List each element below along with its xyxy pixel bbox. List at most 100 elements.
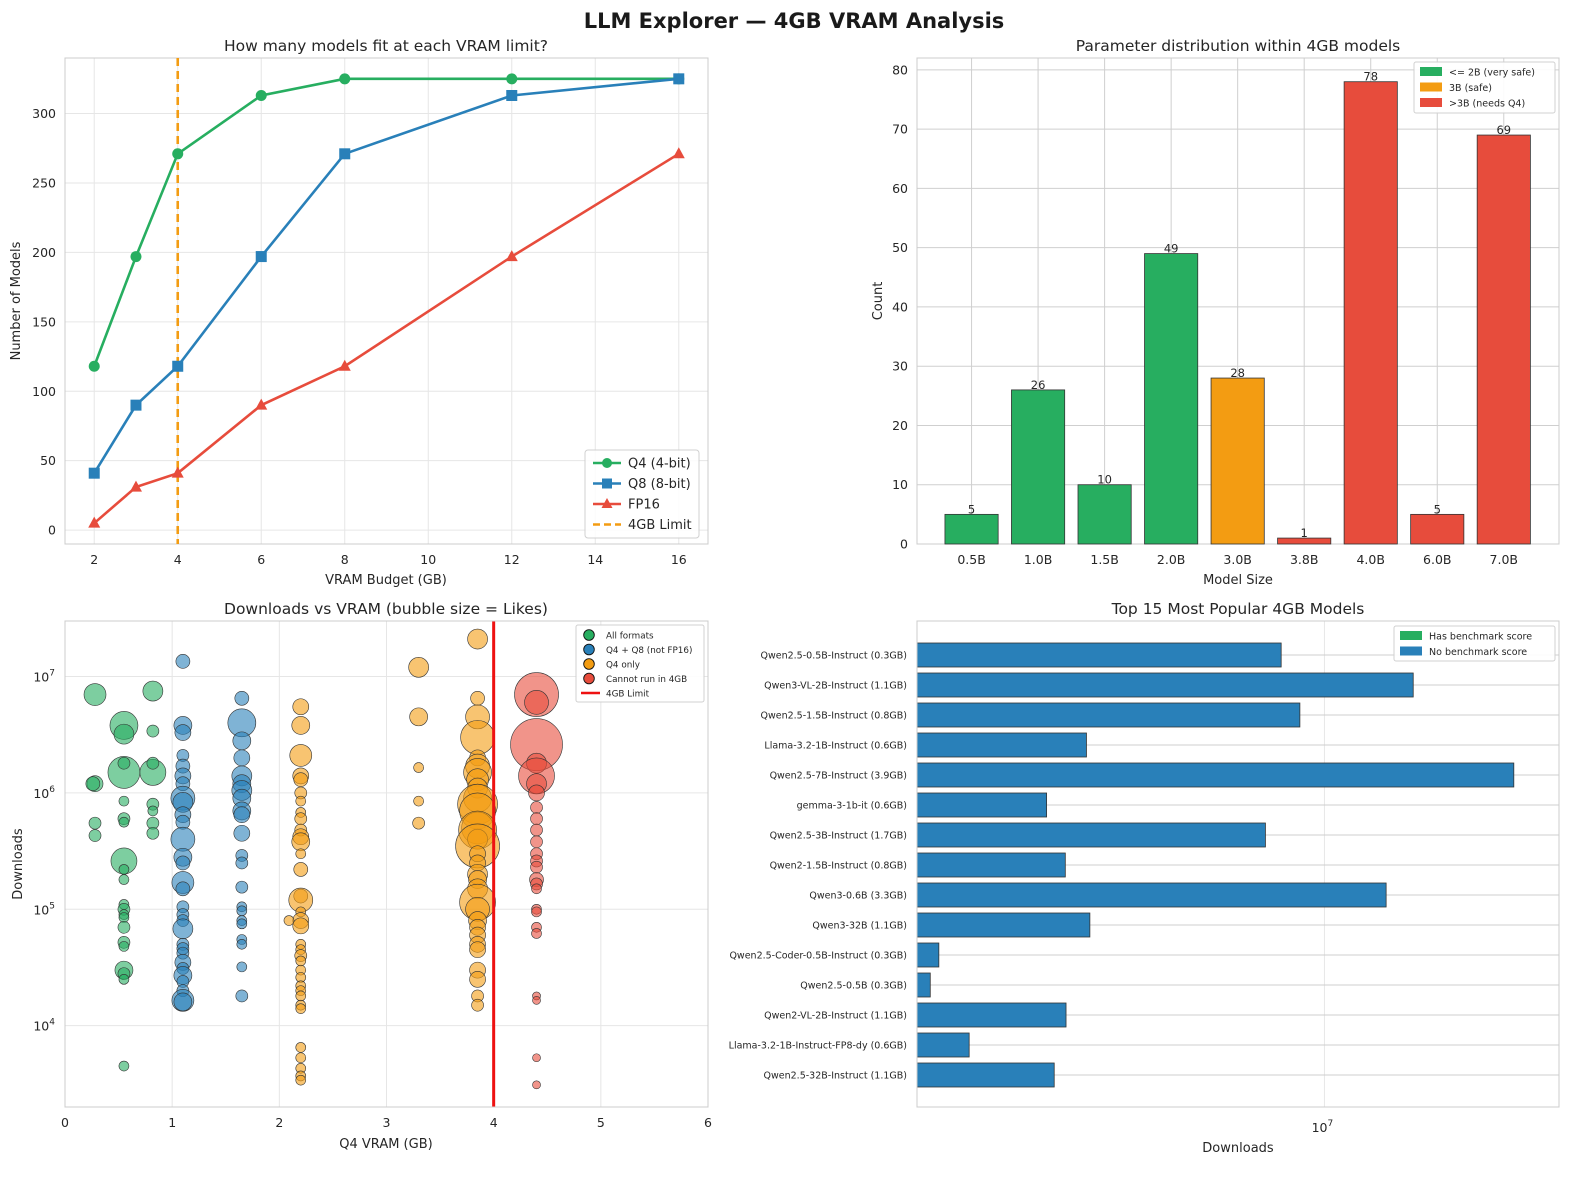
p2-bar bbox=[1476, 134, 1531, 545]
p3-legend-swatch bbox=[583, 672, 595, 685]
p1-legend-marker bbox=[601, 498, 613, 508]
p2-xlabel: Model Size bbox=[1203, 573, 1273, 588]
p3-bubble bbox=[236, 961, 248, 973]
p3-bubble bbox=[532, 996, 541, 1005]
p3-bubble bbox=[118, 1060, 130, 1072]
p1-point bbox=[88, 360, 100, 372]
p4-ytick-label: Qwen2.5-7B-Instruct (3.9GB) bbox=[770, 771, 907, 782]
p3-bubble bbox=[412, 816, 425, 830]
p4-bar bbox=[916, 912, 1091, 938]
p2-bar-value-label: 26 bbox=[1031, 378, 1046, 392]
p4-bar bbox=[916, 1062, 1055, 1088]
p4-ytick-label: Qwen2.5-1.5B-Instruct (0.8GB) bbox=[761, 711, 908, 722]
p3-bubble bbox=[467, 628, 488, 650]
p3-ylabel: Downloads bbox=[11, 828, 26, 900]
p3-bubble bbox=[235, 880, 249, 894]
p3-bubble bbox=[118, 864, 130, 875]
p3-bubble bbox=[295, 955, 307, 967]
p1-point bbox=[130, 251, 142, 263]
p3-bubble bbox=[236, 905, 248, 917]
p2-legend-label: 3B (safe) bbox=[1449, 83, 1492, 94]
p4-title: Top 15 Most Popular 4GB Models bbox=[1111, 600, 1365, 618]
p2-ytick-label: 20 bbox=[892, 418, 908, 433]
p4-legend-swatch bbox=[1400, 646, 1422, 656]
p3-bubble bbox=[175, 654, 191, 669]
p1-xtick-label: 8 bbox=[341, 552, 349, 567]
p1-xtick-label: 16 bbox=[671, 552, 687, 567]
p1-point bbox=[255, 89, 267, 101]
p3-bubble bbox=[117, 921, 131, 934]
panel-parameter-distribution-bar-chart: Parameter distribution within 4GB models… bbox=[871, 37, 1560, 588]
p2-xtick-label: 2.0B bbox=[1157, 552, 1185, 567]
p1-title: How many models fit at each VRAM limit? bbox=[224, 37, 548, 55]
p2-ytick-label: 50 bbox=[892, 240, 908, 255]
p2-bar-value-label: 28 bbox=[1230, 366, 1245, 380]
p3-xtick-label: 4 bbox=[490, 1115, 498, 1130]
p1-legend-marker bbox=[602, 478, 612, 489]
p1-point bbox=[172, 148, 184, 160]
p4-ytick-label: Qwen2.5-32B-Instruct (1.1GB) bbox=[764, 1071, 907, 1082]
p3-bubble bbox=[292, 698, 310, 716]
p3-bubble bbox=[291, 832, 311, 852]
p3-bubble bbox=[118, 912, 130, 923]
p3-bubble bbox=[471, 998, 484, 1012]
p3-bubble bbox=[172, 918, 194, 940]
p4-bar bbox=[916, 972, 931, 998]
p4-ytick-label: Qwen3-0.6B (3.3GB) bbox=[809, 891, 907, 902]
p1-point bbox=[339, 73, 351, 85]
p2-xtick-label: 4.0B bbox=[1356, 552, 1384, 567]
figure-suptitle: LLM Explorer — 4GB VRAM Analysis bbox=[584, 9, 1005, 33]
p3-bubble bbox=[294, 812, 308, 826]
p3-bubble bbox=[295, 1074, 307, 1086]
p3-bubble bbox=[83, 683, 107, 706]
p3-bubble bbox=[470, 690, 485, 706]
p4-xtick-label: 107 bbox=[1312, 1119, 1334, 1135]
p3-bubble bbox=[530, 801, 543, 814]
p4-xlabel: Downloads bbox=[1202, 1141, 1274, 1156]
p3-bubble bbox=[531, 928, 542, 939]
p3-bubble bbox=[295, 990, 307, 1002]
p4-ytick-label: Qwen2-VL-2B-Instruct (1.1GB) bbox=[764, 1011, 907, 1022]
p3-bubble bbox=[530, 860, 543, 874]
p3-xtick-label: 5 bbox=[597, 1115, 605, 1130]
p3-bubble bbox=[170, 826, 196, 852]
p1-legend: Q4 (4-bit) Q8 (8-bit) FP16 4GB Limit bbox=[584, 449, 700, 539]
p3-bubble bbox=[118, 795, 130, 807]
p4-bar bbox=[916, 1002, 1067, 1028]
p3-legend-label: 4GB Limit bbox=[606, 689, 650, 699]
p1-point bbox=[255, 398, 268, 410]
p1-legend-label: Q4 (4-bit) bbox=[628, 457, 691, 472]
p3-legend-label: All formats bbox=[606, 631, 654, 641]
p3-bubble bbox=[233, 806, 251, 823]
p2-legend-label: >3B (needs Q4) bbox=[1449, 99, 1525, 110]
p4-bar bbox=[916, 702, 1301, 728]
p3-legend-label: Q4 only bbox=[606, 660, 640, 670]
p4-ytick-label: Qwen3-32B (1.1GB) bbox=[812, 921, 907, 932]
p3-bubble bbox=[293, 772, 309, 787]
p4-bar bbox=[916, 642, 1282, 668]
p1-point bbox=[129, 480, 142, 492]
p2-legend: <= 2B (very safe) 3B (safe) >3B (needs Q4) bbox=[1413, 61, 1556, 114]
p4-ytick-label: Qwen2.5-0.5B (0.3GB) bbox=[800, 981, 907, 992]
p3-xtick-label: 6 bbox=[704, 1115, 712, 1130]
p4-bar bbox=[916, 762, 1515, 788]
p3-bubble bbox=[295, 1052, 307, 1064]
p1-xtick-label: 4 bbox=[174, 552, 182, 567]
p3-legend-swatch bbox=[583, 643, 595, 656]
p4-legend-label: No benchmark score bbox=[1429, 647, 1527, 658]
p2-ylabel: Count bbox=[871, 282, 886, 321]
p3-bubble bbox=[532, 1080, 541, 1090]
p3-bubble bbox=[409, 707, 428, 727]
p3-bubble bbox=[295, 1003, 307, 1014]
p3-bubble bbox=[118, 941, 130, 952]
p1-point bbox=[339, 148, 351, 160]
p2-xtick-label: 3.0B bbox=[1223, 552, 1251, 567]
p3-xtick-label: 1 bbox=[168, 1115, 176, 1130]
p1-ytick-label: 150 bbox=[32, 314, 56, 329]
p2-ytick-label: 40 bbox=[892, 299, 908, 314]
p2-ytick-label: 10 bbox=[892, 477, 908, 492]
p3-bubble bbox=[146, 724, 160, 738]
p1-legend-label: Q8 (8-bit) bbox=[628, 477, 691, 492]
p3-ytick-label: 106 bbox=[33, 785, 55, 801]
